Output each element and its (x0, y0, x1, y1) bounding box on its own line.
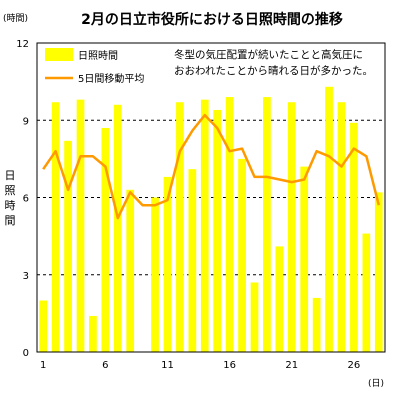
x-unit-label: (日) (368, 378, 384, 389)
moving-average-line (42, 113, 381, 220)
x-tick-label: 26 (348, 360, 361, 371)
x-tick-label: 11 (161, 360, 174, 371)
plot-frame (36, 42, 386, 353)
bar (350, 122, 358, 352)
chart-title: 2月の日立市役所における日照時間の推移 (81, 11, 343, 28)
x-tick-label: 16 (223, 360, 236, 371)
bar (238, 158, 246, 352)
y-axis-label-char: 照 (5, 184, 16, 197)
x-tick-label: 1 (40, 360, 46, 371)
bar (250, 282, 259, 352)
legend-swatch-bar (45, 48, 73, 61)
x-tick-label: 21 (285, 360, 298, 371)
bar (101, 127, 110, 352)
bar (312, 297, 321, 352)
bar (225, 97, 234, 352)
bar (89, 315, 97, 352)
bar (213, 109, 222, 352)
y-tick-label: 0 (23, 348, 29, 359)
bar (76, 99, 85, 353)
annotation-line: おおわれたことから晴れる日が多かった。 (174, 64, 373, 77)
bar (374, 192, 383, 352)
bar (263, 97, 271, 352)
bar (188, 169, 197, 352)
bar (64, 140, 72, 352)
bar (200, 99, 209, 353)
bar (39, 300, 48, 352)
bar (51, 102, 60, 352)
bar (275, 246, 284, 352)
bar (151, 197, 159, 352)
bar (126, 189, 135, 352)
y-axis-label: 日照時間 (5, 169, 16, 227)
y-tick-label: 3 (23, 271, 29, 282)
bar (362, 233, 371, 352)
annotation-line: 冬型の気圧配置が続いたことと高気圧に (174, 48, 363, 61)
bar (287, 102, 296, 352)
y-unit-label: (時間) (3, 13, 28, 24)
y-tick-label: 6 (23, 194, 29, 205)
y-tick-label: 12 (16, 39, 29, 50)
bar (325, 86, 333, 353)
x-tick-label: 6 (102, 360, 108, 371)
legend-label-bar: 日照時間 (78, 50, 118, 62)
bar (113, 104, 122, 352)
legend-label-line: 5日間移動平均 (78, 72, 144, 85)
y-axis-label-char: 時 (5, 199, 16, 212)
bar (300, 166, 309, 352)
y-tick-label: 9 (23, 116, 29, 127)
bar (176, 102, 184, 352)
y-axis-label-char: 日 (5, 169, 16, 182)
bar (337, 102, 346, 352)
y-axis-label-char: 間 (5, 214, 16, 227)
bar (163, 176, 172, 352)
